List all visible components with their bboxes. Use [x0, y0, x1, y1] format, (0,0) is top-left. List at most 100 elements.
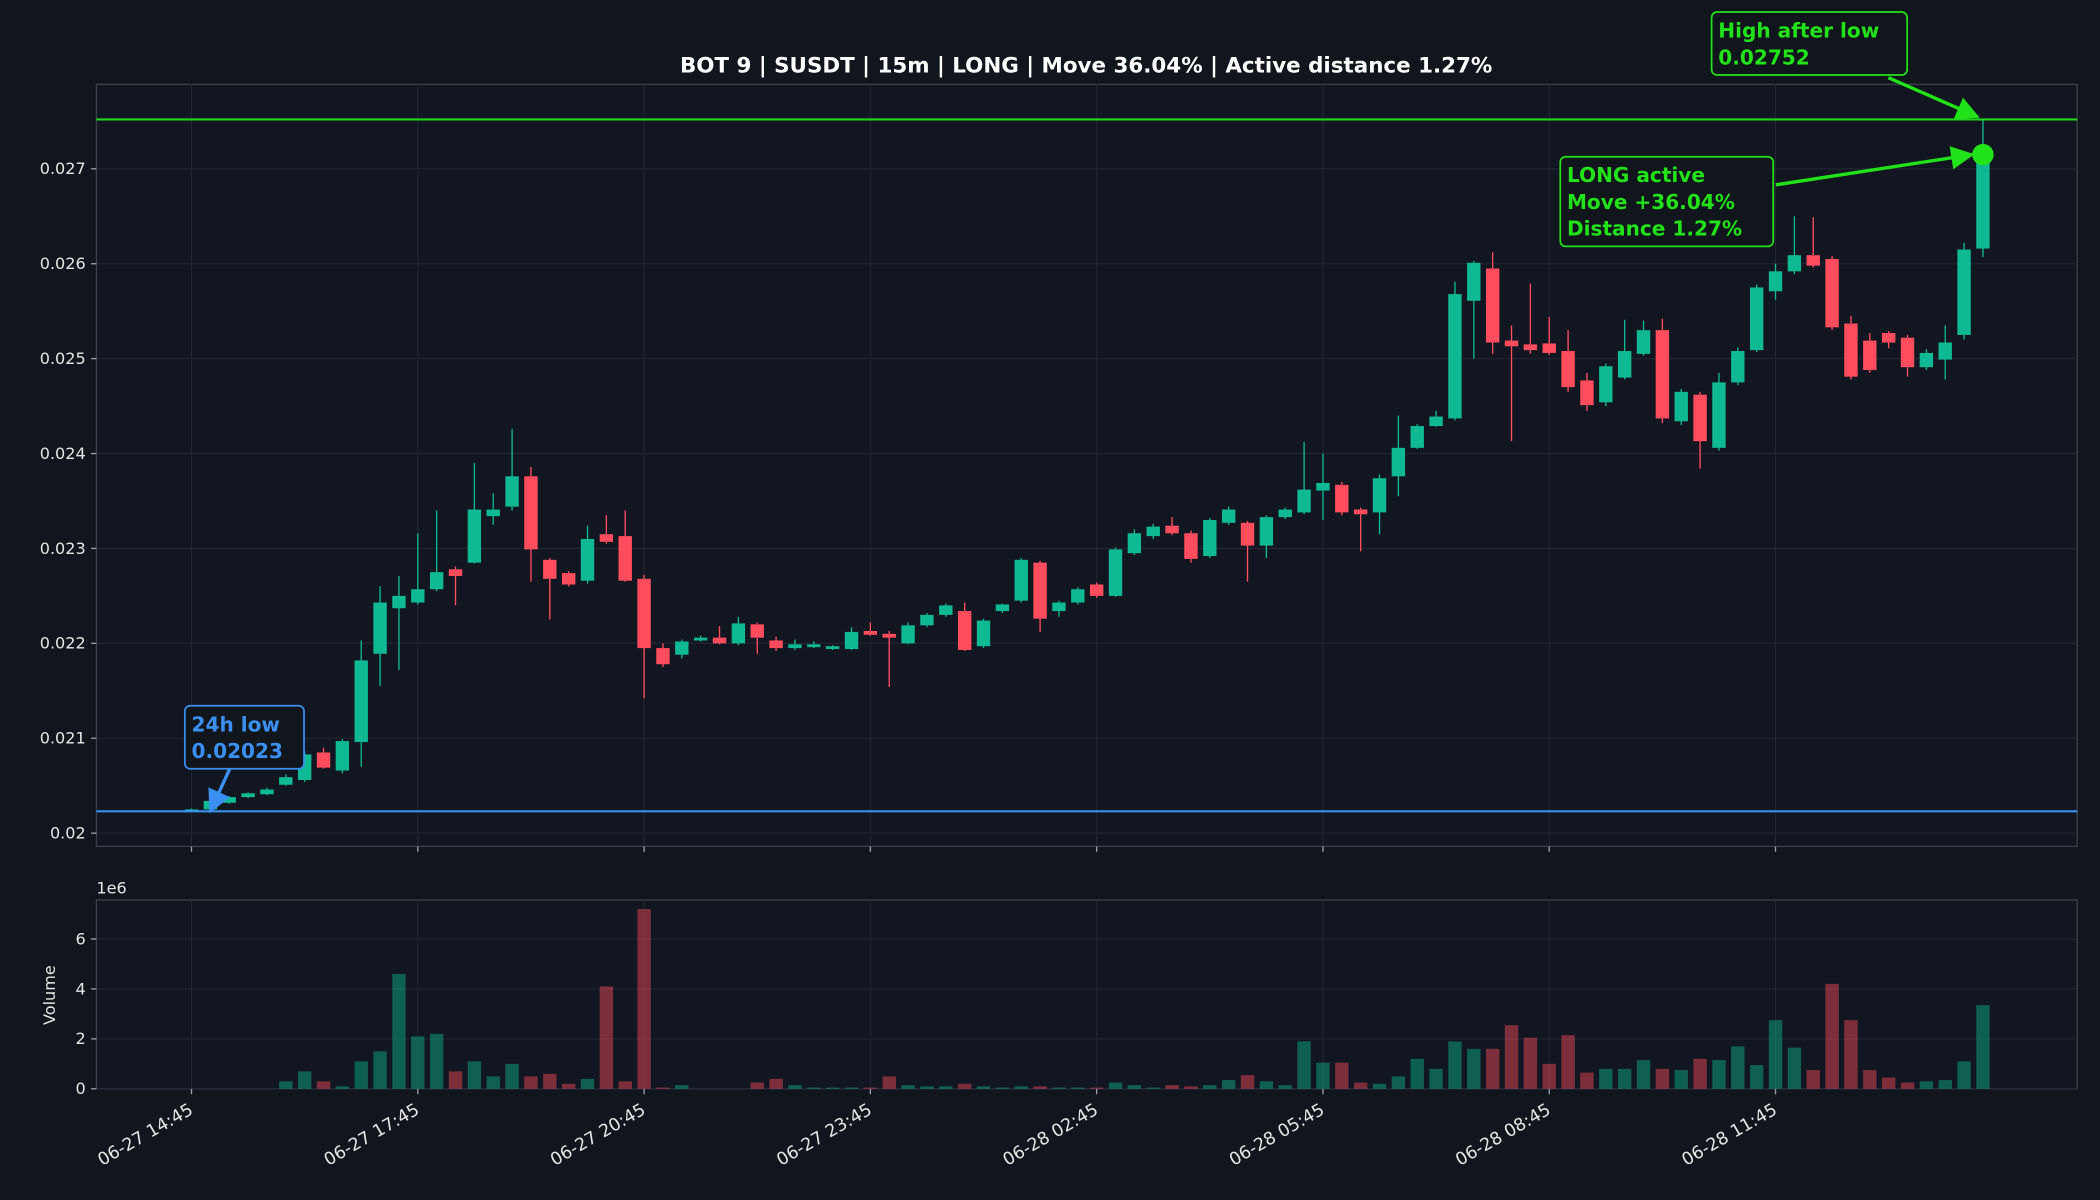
y-tick-label: 0.024 — [40, 444, 86, 463]
annotation-box — [1559, 155, 1775, 248]
y-tick-label: 0.023 — [40, 539, 86, 558]
volume-bar — [1240, 1075, 1255, 1089]
volume-bar — [1014, 1086, 1028, 1089]
candle-body — [618, 536, 632, 581]
volume-axis-label: Volume — [40, 965, 59, 1025]
candle-body — [1863, 340, 1877, 371]
y-tick-label: 6 — [75, 929, 85, 948]
candle-body — [1297, 489, 1311, 513]
volume-bar — [1806, 1070, 1820, 1089]
volume-bar — [354, 1061, 368, 1089]
candle-body — [863, 631, 878, 635]
candle-body — [731, 623, 746, 644]
annotation-box — [183, 704, 305, 770]
candle-body — [750, 624, 764, 638]
annotation-text: High after low — [1718, 19, 1879, 43]
candle-body — [1353, 509, 1368, 515]
candle-body — [279, 777, 293, 785]
candle-body — [1919, 352, 1934, 368]
volume-bar — [486, 1076, 500, 1089]
volume-bar — [1749, 1065, 1764, 1089]
volume-bar — [1976, 1005, 1990, 1089]
volume-bar — [429, 1033, 444, 1089]
candle-body — [1523, 344, 1538, 351]
candle-body — [1825, 258, 1839, 328]
candle-body — [1372, 478, 1387, 513]
candle-body — [807, 644, 821, 648]
candle-body — [1485, 268, 1500, 343]
candle-body — [1467, 262, 1481, 301]
volume-bar — [1335, 1062, 1349, 1089]
candle-body — [524, 476, 538, 550]
candle-body — [976, 620, 991, 647]
candle-body — [1749, 287, 1764, 351]
volume-bar — [1165, 1085, 1179, 1089]
chart-title: BOT 9 | SUSDT | 15m | LONG | Move 36.04%… — [680, 53, 1492, 78]
volume-bar — [637, 908, 651, 1089]
volume-bar — [1542, 1063, 1556, 1089]
y-tick-label: 0.021 — [40, 729, 86, 748]
annotation-box — [1710, 11, 1909, 76]
candle-body — [844, 631, 859, 650]
volume-bar — [1052, 1087, 1066, 1089]
y-tick-label: 2 — [75, 1029, 85, 1048]
volume-bar — [1429, 1068, 1443, 1089]
candle-body — [1184, 533, 1198, 559]
candle-body — [222, 797, 236, 803]
y-tick-label: 4 — [75, 979, 85, 998]
candle-body — [580, 538, 595, 581]
volume-bar — [1900, 1082, 1915, 1089]
candle-body — [788, 644, 802, 649]
candle-body — [769, 640, 783, 649]
volume-bar — [1221, 1080, 1236, 1089]
y-tick-label: 0.026 — [40, 254, 86, 273]
volume-bar — [1127, 1085, 1142, 1089]
volume-bar — [373, 1051, 387, 1089]
volume-bar — [1599, 1068, 1613, 1089]
volume-bar — [580, 1078, 595, 1089]
volume-bar — [1353, 1082, 1368, 1089]
candle-body — [392, 595, 406, 609]
volume-bar — [335, 1086, 350, 1089]
candle-body — [656, 648, 670, 665]
candle-body — [1674, 391, 1688, 422]
candle-body — [920, 614, 934, 626]
volume-bar — [561, 1083, 576, 1089]
volume-bar — [1278, 1085, 1292, 1089]
annotation-text: Distance 1.27% — [1567, 217, 1742, 241]
volume-bar — [863, 1087, 878, 1089]
candle-body — [1391, 447, 1406, 477]
volume-bar — [1108, 1082, 1123, 1089]
candle-body — [1542, 343, 1556, 353]
volume-bar — [279, 1081, 293, 1089]
volume-bar — [1825, 983, 1839, 1089]
volume-bar — [505, 1063, 519, 1089]
candle-body — [1712, 382, 1726, 448]
candle-body — [693, 637, 708, 641]
candle-body — [901, 625, 915, 644]
candle-body — [448, 569, 463, 576]
volume-bar — [1391, 1076, 1406, 1089]
volume-bar — [1523, 1037, 1538, 1089]
volume-bar — [1146, 1087, 1160, 1089]
volume-bar — [1712, 1060, 1726, 1089]
candle-body — [1504, 340, 1519, 347]
volume-bar — [467, 1061, 482, 1089]
candle-body — [675, 641, 689, 655]
volume-bar — [1693, 1058, 1707, 1089]
candle-body — [1165, 525, 1179, 534]
volume-bar — [1938, 1080, 1952, 1089]
volume-bar — [769, 1078, 783, 1089]
volume-panel — [95, 899, 2078, 1090]
candle-body — [1316, 482, 1330, 491]
candle-body — [1221, 509, 1236, 523]
candle-body — [1976, 154, 1990, 249]
candle-body — [1655, 330, 1670, 419]
candle-body — [260, 789, 274, 795]
volume-bar — [1184, 1086, 1198, 1089]
annotation-text: Move +36.04% — [1567, 190, 1735, 214]
volume-bar — [920, 1086, 934, 1089]
volume-bar — [995, 1087, 1010, 1089]
annotation-text: 24h low — [192, 712, 280, 736]
